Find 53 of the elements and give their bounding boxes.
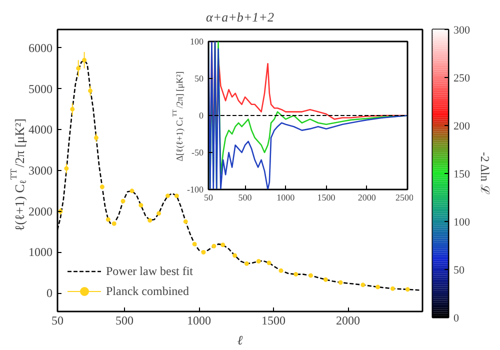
point: [256, 258, 261, 264]
x-tick-label: 2500: [396, 192, 414, 202]
y-tick-label: 5000: [28, 82, 52, 96]
color-bar-title: -2 Δln ℒ: [478, 152, 492, 194]
color-bar-label: 300: [454, 24, 470, 36]
y-tick-label: 3000: [28, 164, 52, 178]
point: [294, 272, 298, 277]
x-tick-label: 1500: [262, 314, 286, 328]
point: [390, 286, 395, 291]
point: [278, 268, 284, 273]
y-tick-label: -50: [192, 148, 204, 158]
color-bar-label: 200: [454, 120, 470, 132]
point: [212, 244, 216, 248]
x-tick-label: 500: [238, 192, 252, 202]
y-tick-label: 50: [194, 74, 204, 84]
x-tick-label: 2000: [336, 314, 360, 328]
y-tick-label: 1000: [28, 245, 52, 260]
x-tick-label: 50: [52, 314, 64, 328]
y-tick-label: 0: [46, 286, 52, 300]
point: [183, 219, 188, 224]
point: [338, 280, 343, 285]
y-tick-label: 4000: [28, 122, 52, 137]
point: [308, 273, 314, 278]
x-tick-label: 1000: [276, 192, 296, 202]
x-tick-label: 500: [116, 314, 134, 328]
y-tick-label: 2000: [28, 204, 52, 218]
y-tick-label: 0: [199, 110, 204, 120]
y-tick-label: 100: [190, 36, 204, 46]
point: [376, 284, 380, 290]
point: [201, 250, 206, 254]
x-axis-title: ℓ: [237, 332, 244, 348]
x-tick-label: 2000: [358, 192, 376, 202]
point: [266, 260, 272, 266]
point: [192, 242, 197, 246]
color-bar-label: 150: [454, 168, 470, 180]
y-tick-label: -100: [187, 184, 204, 194]
color-bar-label: 50: [454, 264, 465, 276]
chart-title: α+a+b+1+2: [206, 10, 274, 24]
point: [232, 253, 238, 258]
point: [405, 287, 410, 292]
point: [323, 277, 328, 282]
color-bar-label: 0: [454, 312, 460, 324]
y-tick-label: 6000: [28, 40, 52, 55]
point: [220, 242, 226, 248]
point: [360, 282, 366, 288]
y-axis-title: ℓ(ℓ+1) CℓTT/2π [μK²]: [8, 118, 28, 232]
color-bar-label: 100: [454, 216, 470, 228]
point: [244, 261, 249, 266]
legend-label: Planck combined: [106, 284, 189, 298]
x-tick-label: 50: [204, 192, 214, 202]
legend-label: Power law best fit: [106, 264, 193, 278]
x-tick-label: 1500: [317, 192, 336, 202]
color-bar-label: 250: [454, 72, 470, 84]
